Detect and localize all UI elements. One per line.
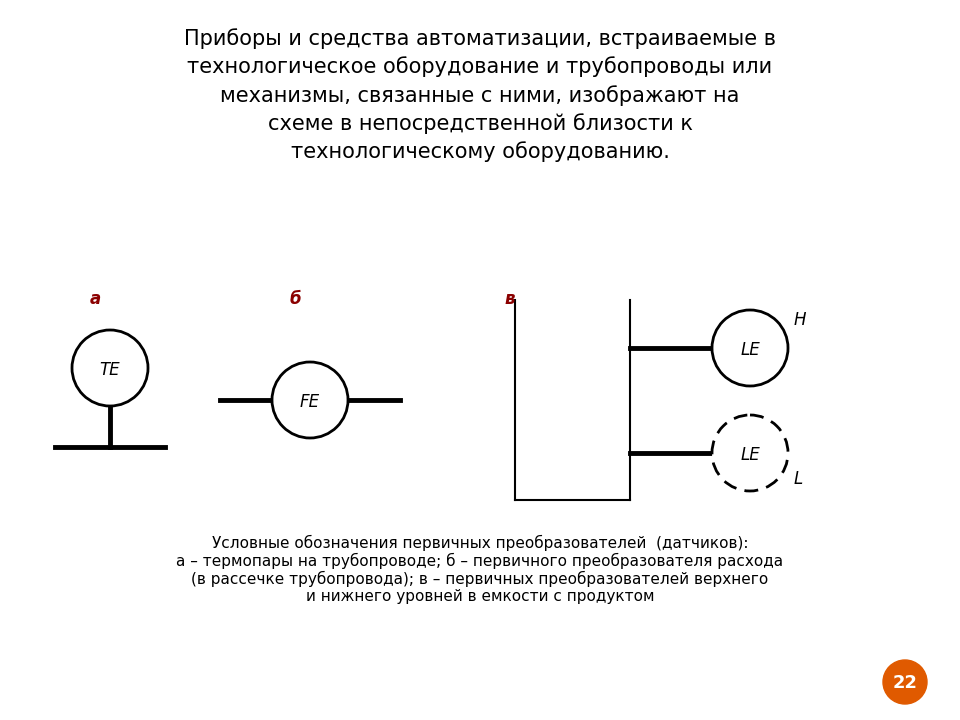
Text: Приборы и средства автоматизации, встраиваемые в
технологическое оборудование и : Приборы и средства автоматизации, встраи… — [184, 28, 776, 163]
Text: FE: FE — [300, 393, 320, 411]
Text: б: б — [289, 290, 300, 308]
Circle shape — [72, 330, 148, 406]
Circle shape — [272, 362, 348, 438]
Text: LE: LE — [740, 341, 760, 359]
Text: (в рассечке трубопровода); в – первичных преобразователей верхнего: (в рассечке трубопровода); в – первичных… — [191, 571, 769, 587]
Circle shape — [883, 660, 927, 704]
Text: LE: LE — [740, 446, 760, 464]
Text: Условные обозначения первичных преобразователей  (датчиков):: Условные обозначения первичных преобразо… — [212, 535, 748, 551]
Text: ТЕ: ТЕ — [100, 361, 120, 379]
Text: а: а — [89, 290, 101, 308]
Text: и нижнего уровней в емкости с продуктом: и нижнего уровней в емкости с продуктом — [305, 589, 655, 604]
Circle shape — [712, 415, 788, 491]
Text: а – термопары на трубопроводе; б – первичного преобразователя расхода: а – термопары на трубопроводе; б – перви… — [177, 553, 783, 569]
Text: H: H — [794, 311, 806, 329]
Text: L: L — [794, 470, 804, 488]
Text: 22: 22 — [893, 674, 918, 692]
Circle shape — [712, 310, 788, 386]
Text: в: в — [505, 290, 516, 308]
